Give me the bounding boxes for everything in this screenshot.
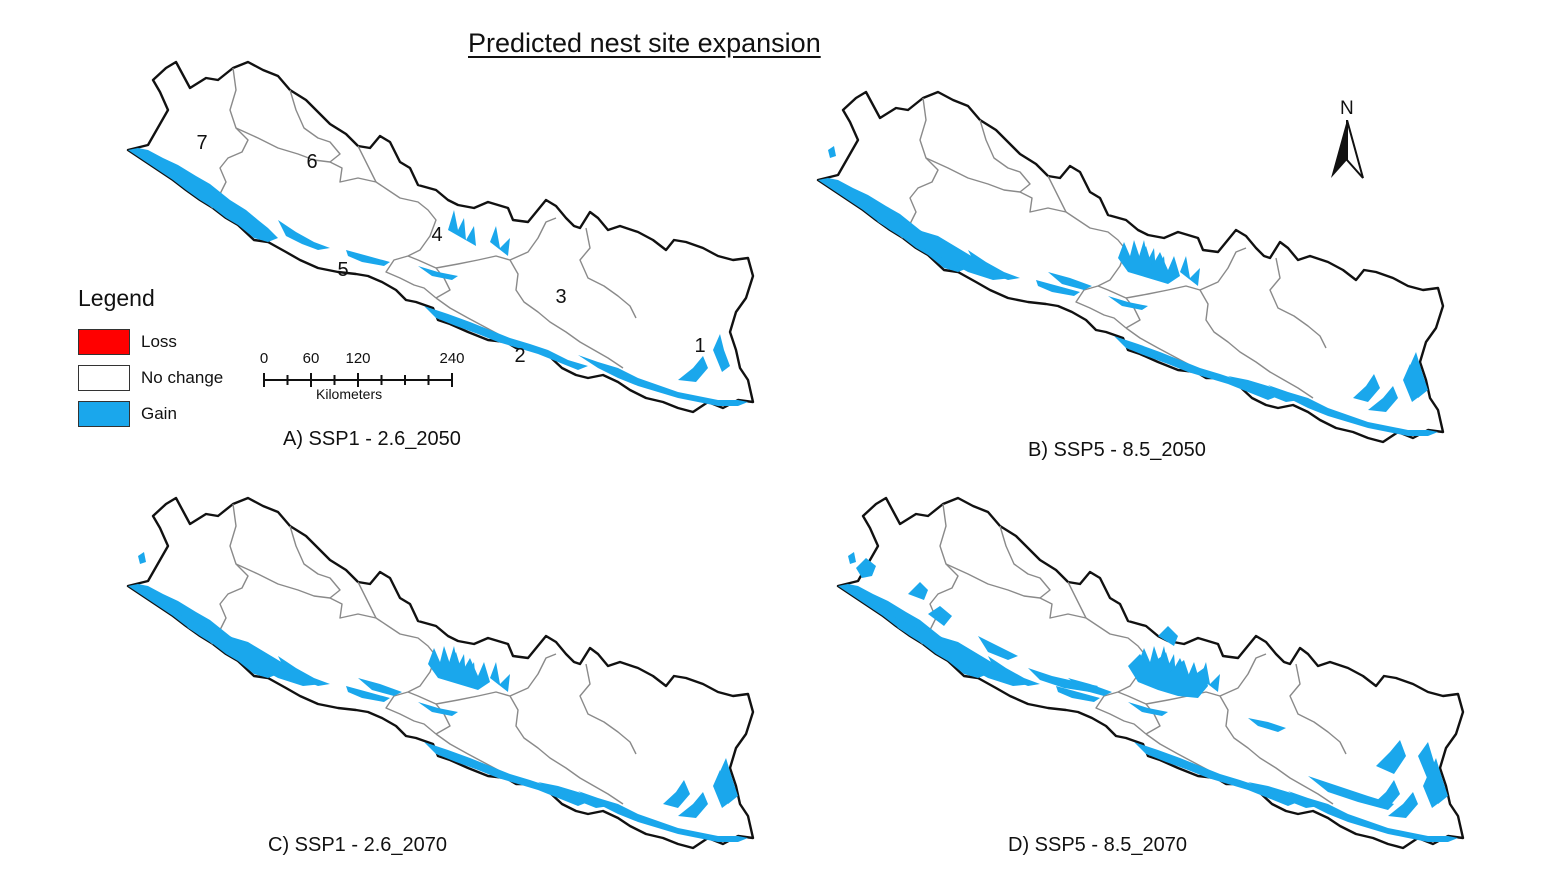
legend-item-loss: Loss [78,324,223,360]
map-legend: Legend Loss No change Gain [78,285,223,432]
scale-unit: Kilometers [316,386,383,402]
scale-tick-240: 240 [439,350,465,367]
panel-caption-b: B) SSP5 - 8.5_2050 [1028,439,1206,461]
panel-caption-d: D) SSP5 - 8.5_2070 [1008,834,1187,856]
province-label-2: 2 [514,345,525,367]
north-arrow: N [1325,98,1371,182]
panel-caption-c: C) SSP1 - 2.6_2070 [268,834,447,856]
legend-label-no-change: No change [141,368,224,387]
legend-swatch-no-change [78,365,130,391]
map-panel-d [836,496,1465,850]
province-label-7: 7 [196,132,207,154]
scale-tick-0: 0 [259,350,269,367]
legend-label-loss: Loss [141,332,177,351]
legend-label-gain: Gain [141,404,177,423]
province-label-4: 4 [431,224,442,246]
scale-tick-120: 120 [345,350,371,367]
legend-item-gain: Gain [78,396,223,432]
province-label-3: 3 [555,286,566,308]
scale-bar: 0 60 120 240 Kilometers [258,350,468,410]
figure-title: Predicted nest site expansion [468,28,821,58]
legend-item-no-change: No change [78,360,223,396]
province-label-6: 6 [306,151,317,173]
legend-title: Legend [78,285,155,311]
north-arrow-icon [1331,120,1364,179]
panel-caption-a: A) SSP1 - 2.6_2050 [283,428,461,450]
map-panel-c [126,496,755,850]
scale-tick-60: 60 [302,350,320,367]
legend-swatch-loss [78,329,130,355]
legend-swatch-gain [78,401,130,427]
province-label-1: 1 [694,335,705,357]
north-label: N [1340,98,1354,119]
province-label-5: 5 [337,259,348,281]
scale-bar-graphic [263,373,453,387]
